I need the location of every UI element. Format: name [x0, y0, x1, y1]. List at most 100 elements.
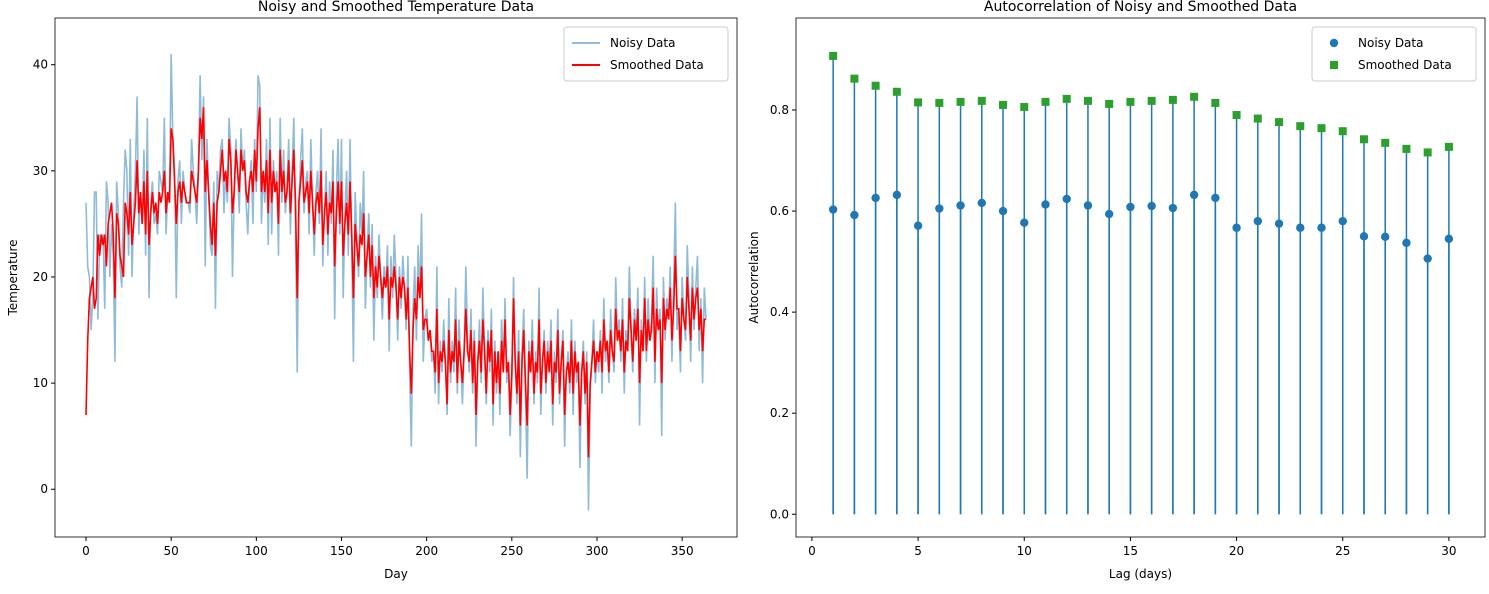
x-tick-label: 50 — [164, 544, 179, 558]
marker — [1317, 124, 1326, 133]
x-tick-label: 30 — [1441, 544, 1456, 558]
x-tick-label: 250 — [500, 544, 523, 558]
y-tick-label: 0 — [40, 482, 48, 496]
x-tick-label: 100 — [245, 544, 268, 558]
marker — [871, 81, 880, 90]
x-tick-label: 300 — [586, 544, 609, 558]
subplot: Noisy and Smoothed Temperature Data Day Te… — [6, 0, 738, 581]
marker — [871, 193, 880, 203]
plot-area — [828, 51, 1454, 515]
y-tick-label: 0.6 — [770, 204, 789, 218]
marker — [1041, 97, 1050, 106]
marker — [1147, 201, 1156, 211]
marker — [1444, 234, 1454, 244]
y-tick-label: 40 — [33, 58, 48, 72]
x-tick-label: 10 — [1017, 544, 1032, 558]
axes-frame — [54, 17, 738, 538]
marker — [1211, 98, 1220, 107]
axes-frame — [795, 17, 1486, 538]
marker — [977, 198, 986, 208]
marker — [935, 98, 944, 107]
marker — [1444, 142, 1453, 151]
marker — [1232, 223, 1241, 232]
x-axis-label: Day — [384, 567, 408, 581]
y-tick-label: 20 — [33, 270, 48, 284]
marker — [1168, 203, 1178, 213]
marker — [1359, 135, 1368, 144]
marker — [1126, 97, 1135, 106]
y-tick-label: 0.0 — [770, 507, 789, 521]
data-line — [85, 107, 706, 458]
x-tick-label: 0 — [808, 544, 816, 558]
marker — [1402, 238, 1411, 248]
legend-label: Smoothed Data — [610, 58, 704, 72]
marker — [1296, 122, 1305, 131]
marker — [935, 204, 944, 213]
marker — [1296, 223, 1305, 232]
x-tick-label: 350 — [671, 544, 694, 558]
y-tick-label: 0.4 — [770, 305, 789, 319]
marker — [828, 205, 838, 214]
marker — [977, 96, 986, 105]
marker — [1359, 232, 1369, 241]
marker — [913, 221, 923, 230]
marker — [1104, 209, 1114, 219]
marker — [1083, 201, 1093, 210]
x-tick-label: 5 — [914, 544, 922, 558]
marker — [1381, 138, 1390, 147]
marker — [1274, 219, 1284, 228]
marker — [999, 100, 1008, 109]
plot-area — [85, 54, 707, 511]
marker — [829, 51, 838, 60]
marker — [1381, 232, 1390, 242]
marker — [956, 201, 965, 210]
marker — [892, 190, 902, 200]
legend-box — [563, 26, 729, 82]
marker — [1062, 194, 1071, 204]
x-tick-label: 15 — [1123, 544, 1138, 558]
marker — [1275, 118, 1284, 127]
marker — [1211, 193, 1220, 203]
legend-box — [1311, 26, 1477, 82]
legend: Noisy Data Smoothed Data — [563, 26, 729, 82]
marker — [1423, 254, 1432, 263]
marker — [1020, 218, 1029, 227]
legend-swatch — [1329, 38, 1339, 48]
legend: Noisy Data Smoothed Data — [1311, 26, 1477, 82]
marker — [1423, 148, 1432, 157]
x-tick-label: 200 — [415, 544, 438, 558]
x-axis-label: Lag (days) — [1109, 567, 1172, 581]
marker — [1062, 94, 1071, 103]
marker — [1402, 144, 1411, 153]
marker — [1168, 95, 1177, 104]
x-tick-label: 0 — [82, 544, 90, 558]
marker — [1253, 216, 1263, 226]
x-tick-label: 25 — [1335, 544, 1350, 558]
marker — [1105, 99, 1114, 108]
marker — [1232, 111, 1241, 120]
marker — [1338, 127, 1347, 136]
y-axis-label: Autocorrelation — [747, 231, 761, 323]
legend-label: Noisy Data — [1358, 36, 1423, 50]
y-tick-label: 30 — [33, 164, 48, 178]
y-axis-label: Temperature — [6, 239, 20, 316]
legend-label: Smoothed Data — [1358, 58, 1452, 72]
marker — [1126, 202, 1135, 212]
marker — [914, 98, 923, 107]
chart-title: Noisy and Smoothed Temperature Data — [258, 0, 534, 15]
marker — [1083, 96, 1092, 105]
marker — [1147, 96, 1156, 105]
marker — [1190, 92, 1199, 101]
marker — [1317, 223, 1326, 232]
y-tick-label: 10 — [33, 376, 48, 390]
marker — [1020, 102, 1029, 111]
marker — [956, 97, 965, 106]
marker — [1041, 200, 1050, 209]
x-tick-label: 150 — [330, 544, 353, 558]
chart-title: Autocorrelation of Noisy and Smoothed Da… — [984, 0, 1297, 15]
marker — [1338, 216, 1347, 226]
subplot: Autocorrelation of Noisy and Smoothed Da… — [747, 0, 1486, 581]
marker — [1189, 190, 1199, 200]
